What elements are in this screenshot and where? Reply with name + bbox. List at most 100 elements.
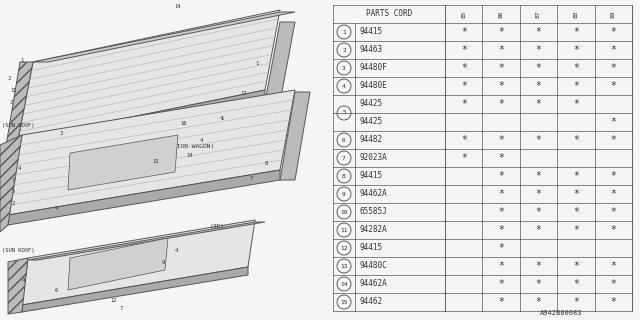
Text: *: *	[498, 99, 504, 109]
Text: 7: 7	[342, 156, 346, 161]
Text: *: *	[611, 117, 616, 127]
Text: 7: 7	[250, 176, 253, 181]
Text: 65585J: 65585J	[359, 207, 387, 217]
Text: *: *	[573, 189, 579, 199]
Text: 4: 4	[220, 116, 223, 121]
Text: 94415: 94415	[359, 244, 382, 252]
Text: 14: 14	[186, 153, 193, 158]
Text: *: *	[498, 27, 504, 37]
Text: *: *	[611, 63, 616, 73]
Text: *: *	[536, 279, 541, 289]
Polygon shape	[68, 238, 168, 290]
Text: 4: 4	[22, 278, 25, 283]
Text: *: *	[611, 27, 616, 37]
Text: *: *	[536, 45, 541, 55]
Text: *: *	[536, 297, 541, 307]
Text: *: *	[611, 279, 616, 289]
Text: *: *	[536, 27, 541, 37]
Text: 94462: 94462	[359, 298, 382, 307]
Text: 15: 15	[10, 88, 17, 93]
Text: *: *	[498, 243, 504, 253]
Text: 2: 2	[12, 201, 15, 206]
Text: *: *	[498, 207, 504, 217]
Text: *: *	[611, 45, 616, 55]
Text: *: *	[498, 45, 504, 55]
Text: (STATION WAGON): (STATION WAGON)	[158, 144, 214, 149]
Text: *: *	[611, 81, 616, 91]
Polygon shape	[8, 258, 28, 314]
Text: 13: 13	[152, 159, 159, 164]
Polygon shape	[22, 267, 248, 312]
Text: *: *	[461, 63, 467, 73]
Text: *: *	[536, 207, 541, 217]
Polygon shape	[5, 62, 33, 152]
Text: 94415: 94415	[359, 28, 382, 36]
Text: 4: 4	[18, 166, 21, 171]
Text: 1: 1	[20, 58, 23, 63]
Text: *: *	[536, 81, 541, 91]
Text: *: *	[573, 207, 579, 217]
Text: 94462A: 94462A	[359, 189, 387, 198]
Text: 8: 8	[342, 173, 346, 179]
Text: *: *	[461, 81, 467, 91]
Text: 94425: 94425	[359, 117, 382, 126]
Text: *: *	[573, 135, 579, 145]
Text: *: *	[611, 207, 616, 217]
Text: 94480F: 94480F	[359, 63, 387, 73]
Text: 16: 16	[180, 121, 186, 126]
Text: 4: 4	[200, 138, 204, 143]
Text: *: *	[611, 135, 616, 145]
Polygon shape	[28, 222, 265, 260]
Text: 6: 6	[342, 138, 346, 142]
Text: 85: 85	[461, 10, 466, 18]
Text: 94282A: 94282A	[359, 226, 387, 235]
Text: 12: 12	[110, 298, 116, 303]
Text: *: *	[536, 99, 541, 109]
Text: *: *	[573, 63, 579, 73]
Polygon shape	[280, 92, 310, 180]
Text: *: *	[498, 189, 504, 199]
Text: 4: 4	[175, 248, 179, 253]
Text: 94480C: 94480C	[359, 261, 387, 270]
Text: 10: 10	[340, 210, 348, 214]
Text: *: *	[573, 45, 579, 55]
Text: 5: 5	[342, 110, 346, 116]
Text: 87: 87	[536, 10, 541, 18]
Text: 5: 5	[12, 189, 15, 194]
Text: 94480E: 94480E	[359, 82, 387, 91]
Text: 3: 3	[60, 131, 63, 136]
Text: 94482: 94482	[359, 135, 382, 145]
Text: 4: 4	[342, 84, 346, 89]
Text: *: *	[611, 261, 616, 271]
Text: *: *	[461, 45, 467, 55]
Polygon shape	[265, 22, 295, 102]
Text: *: *	[498, 297, 504, 307]
Text: 94463: 94463	[359, 45, 382, 54]
Text: *: *	[498, 171, 504, 181]
Text: *: *	[461, 27, 467, 37]
Text: *: *	[573, 297, 579, 307]
Text: 9: 9	[342, 191, 346, 196]
Text: 12: 12	[340, 245, 348, 251]
Text: 9: 9	[162, 260, 165, 265]
Text: *: *	[498, 225, 504, 235]
Text: 86: 86	[499, 10, 504, 18]
Text: 1: 1	[255, 61, 259, 66]
Text: 14: 14	[340, 282, 348, 286]
Text: *: *	[573, 99, 579, 109]
Text: PARTS CORD: PARTS CORD	[366, 10, 412, 19]
Text: *: *	[536, 135, 541, 145]
Text: 89: 89	[611, 10, 616, 18]
Text: *: *	[573, 81, 579, 91]
Text: *: *	[536, 63, 541, 73]
Text: *: *	[611, 171, 616, 181]
Text: *: *	[498, 261, 504, 271]
Polygon shape	[18, 10, 280, 140]
Text: 88: 88	[573, 10, 579, 18]
Text: 13: 13	[340, 263, 348, 268]
Text: 7: 7	[12, 178, 15, 183]
Text: *: *	[461, 135, 467, 145]
Text: *: *	[573, 225, 579, 235]
Polygon shape	[33, 12, 295, 62]
Polygon shape	[8, 90, 295, 215]
